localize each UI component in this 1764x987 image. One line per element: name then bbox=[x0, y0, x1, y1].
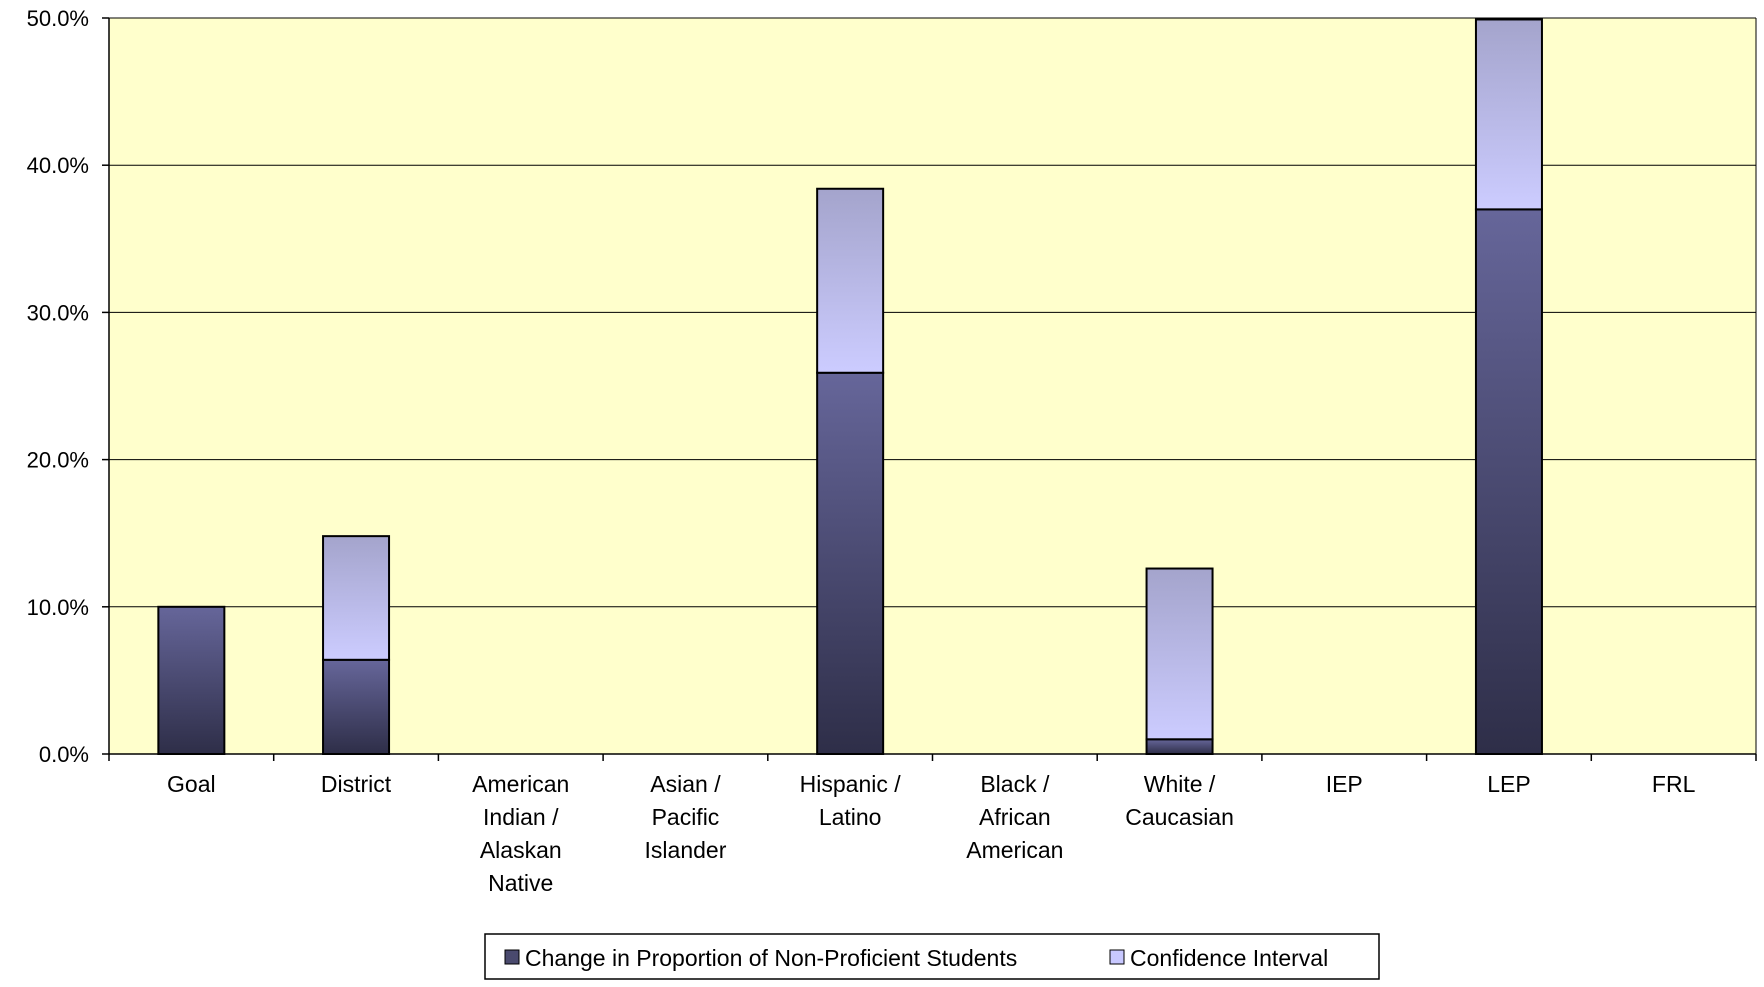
x-category-label: Latino bbox=[819, 804, 882, 830]
legend-label-ci: Confidence Interval bbox=[1130, 945, 1328, 971]
legend-box bbox=[484, 933, 1380, 980]
bar-change bbox=[322, 658, 391, 755]
x-category-label: Asian / bbox=[650, 771, 721, 797]
x-category-label: FRL bbox=[1652, 771, 1696, 797]
y-tick-label: 40.0% bbox=[27, 153, 89, 178]
x-category-label: Black / bbox=[980, 771, 1050, 797]
legend: Change in Proportion of Non-Proficient S… bbox=[484, 933, 1380, 980]
x-category-label: Indian / bbox=[483, 804, 559, 830]
x-category-label: Caucasian bbox=[1125, 804, 1234, 830]
x-category-label: District bbox=[321, 771, 392, 797]
x-category-label: Goal bbox=[167, 771, 216, 797]
y-tick-label: 20.0% bbox=[27, 448, 89, 473]
bar-change bbox=[1145, 738, 1214, 756]
x-category-label: LEP bbox=[1487, 771, 1530, 797]
x-category-label: Alaskan bbox=[480, 837, 562, 863]
y-tick-label: 50.0% bbox=[27, 6, 89, 31]
x-category-label: Islander bbox=[645, 837, 727, 863]
x-category-label: White / bbox=[1144, 771, 1216, 797]
x-category-label: American bbox=[966, 837, 1063, 863]
x-category-label: African bbox=[979, 804, 1051, 830]
bar-confidence-interval bbox=[816, 187, 885, 374]
bar-confidence-interval bbox=[1474, 18, 1543, 211]
bars bbox=[157, 18, 1543, 756]
x-category-label: American bbox=[472, 771, 569, 797]
x-category-label: Native bbox=[488, 870, 553, 896]
bar-change bbox=[816, 371, 885, 755]
axes bbox=[102, 17, 1757, 761]
bar-change bbox=[157, 605, 226, 755]
bar-confidence-interval bbox=[322, 535, 391, 661]
x-axis-labels: Goal District American Indian / Alaskan Nativ… bbox=[167, 771, 1696, 896]
y-tick-label: 0.0% bbox=[39, 742, 89, 767]
bar-confidence-interval bbox=[1145, 567, 1214, 741]
y-tick-label: 30.0% bbox=[27, 300, 89, 325]
y-axis-labels: 0.0% 10.0% 20.0% 30.0% 40.0% 50.0% bbox=[27, 6, 89, 767]
x-category-label: IEP bbox=[1326, 771, 1363, 797]
x-category-label: Pacific bbox=[652, 804, 720, 830]
y-tick-label: 10.0% bbox=[27, 595, 89, 620]
legend-swatch-ci bbox=[1109, 949, 1125, 965]
legend-swatch-change bbox=[504, 949, 520, 965]
bar-change bbox=[1474, 208, 1543, 756]
x-category-label: Hispanic / bbox=[800, 771, 902, 797]
legend-label-change: Change in Proportion of Non-Proficient S… bbox=[525, 945, 1017, 971]
